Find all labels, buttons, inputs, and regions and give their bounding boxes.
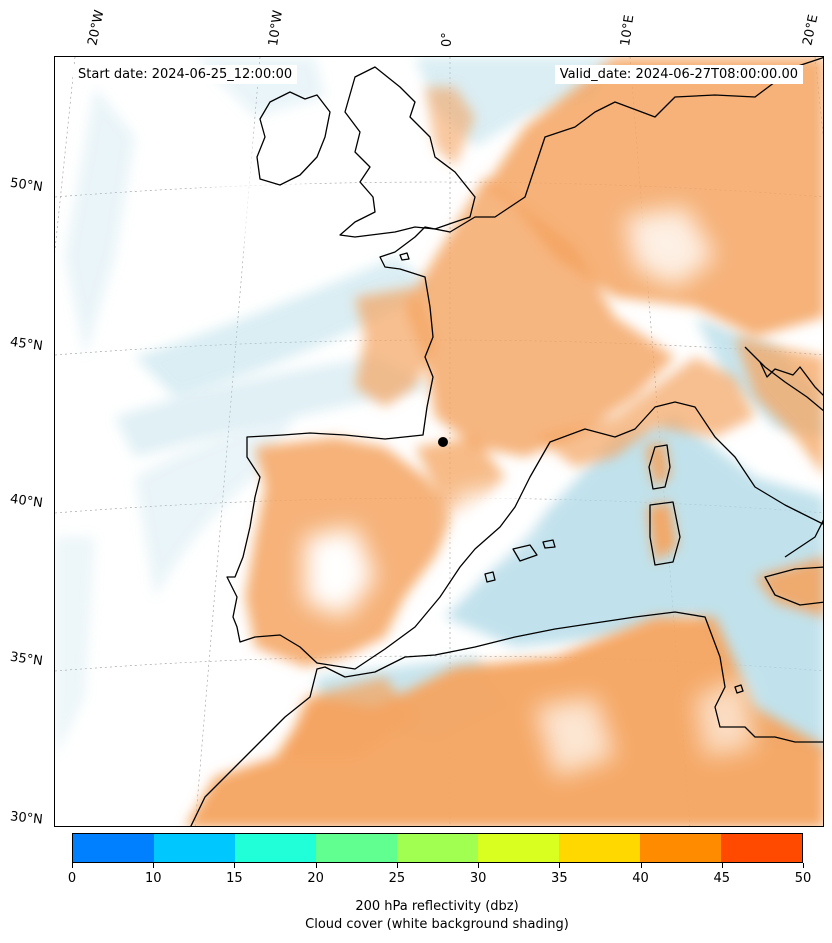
colorbar-tick-label: 25 — [388, 871, 406, 886]
colorbar-segment — [316, 834, 397, 862]
coast-malta — [734, 684, 744, 694]
colorbar-tick-label: 20 — [307, 871, 324, 886]
colorbar-label-cloud-cover: Cloud cover (white background shading) — [305, 917, 569, 932]
colorbar-segment — [640, 834, 721, 862]
coast-ireland — [256, 91, 331, 186]
colorbar-tick-label: 10 — [144, 871, 162, 886]
longitude-label-20w: 20°W — [85, 8, 108, 47]
map-panel[interactable]: Start date: 2024-06-25_12:00:00 Valid_da… — [54, 56, 824, 827]
colorbar-tick-mark — [721, 863, 723, 868]
latitude-label-30n: 30°N — [9, 809, 44, 828]
latitude-label-35n: 35°N — [9, 649, 44, 670]
coast-corsica — [648, 444, 671, 490]
start-date-label: Start date: 2024-06-25_12:00:00 — [73, 65, 298, 84]
colorbar-tick-mark — [234, 863, 236, 868]
coast-menorca — [542, 539, 556, 549]
location-marker — [438, 437, 448, 447]
coast-france-west — [226, 57, 823, 670]
longitude-label-20e: 20°E — [800, 13, 822, 48]
colorbar-tick-mark — [396, 863, 398, 868]
colorbar-segment — [721, 834, 802, 862]
latitude-label-45n: 45°N — [9, 334, 44, 355]
colorbar-tick-label: 30 — [469, 871, 487, 886]
colorbar-tick-mark — [72, 863, 73, 868]
colorbar-tick-mark — [559, 863, 561, 868]
colorbar-tick-mark — [315, 863, 317, 868]
longitude-label-10e: 10°E — [618, 13, 638, 47]
colorbar-segment — [73, 834, 154, 862]
colorbar-segment — [235, 834, 316, 862]
colorbar-tick-label: 50 — [794, 871, 812, 886]
coast-italy-east — [744, 346, 823, 412]
coast-small-islands — [399, 252, 410, 261]
colorbar-segment — [559, 834, 640, 862]
coast-ibiza — [484, 571, 496, 583]
coast-sardinia — [649, 501, 681, 566]
colorbar-label-reflectivity: 200 hPa reflectivity (dbz) — [355, 899, 519, 914]
coast-mallorca — [512, 544, 538, 562]
longitude-label-0: 0° — [440, 32, 455, 47]
coast-adriatic — [759, 361, 823, 396]
coastlines — [190, 57, 823, 826]
colorbar-segment — [478, 834, 559, 862]
colorbar — [72, 833, 803, 863]
latitude-label-50n: 50°N — [9, 175, 44, 196]
coast-great-britain — [339, 66, 476, 238]
colorbar-tick-mark — [640, 863, 642, 868]
colorbar-tick-mark — [153, 863, 155, 868]
colorbar-tick-label: 0 — [67, 871, 77, 886]
colorbar-tick-label: 40 — [632, 871, 649, 886]
coast-north-africa — [190, 611, 823, 826]
colorbar-tick-mark — [478, 863, 480, 868]
latitude-label-40n: 40°N — [9, 491, 44, 512]
colorbar-segment — [397, 834, 478, 862]
colorbar-tick-label: 45 — [713, 871, 731, 886]
colorbar-tick-label: 15 — [226, 871, 243, 886]
valid-date-label: Valid_date: 2024-06-27T08:00:00.00 — [554, 65, 803, 84]
colorbar-tick-mark — [803, 863, 804, 868]
cloud-free-patches — [205, 137, 755, 777]
colorbar-tick-label: 35 — [551, 871, 568, 886]
coast-sicily — [764, 566, 823, 606]
colorbar-segment — [154, 834, 235, 862]
coast-italy-south — [784, 519, 823, 558]
map-canvas — [55, 57, 823, 826]
longitude-label-10w: 10°W — [266, 9, 286, 47]
